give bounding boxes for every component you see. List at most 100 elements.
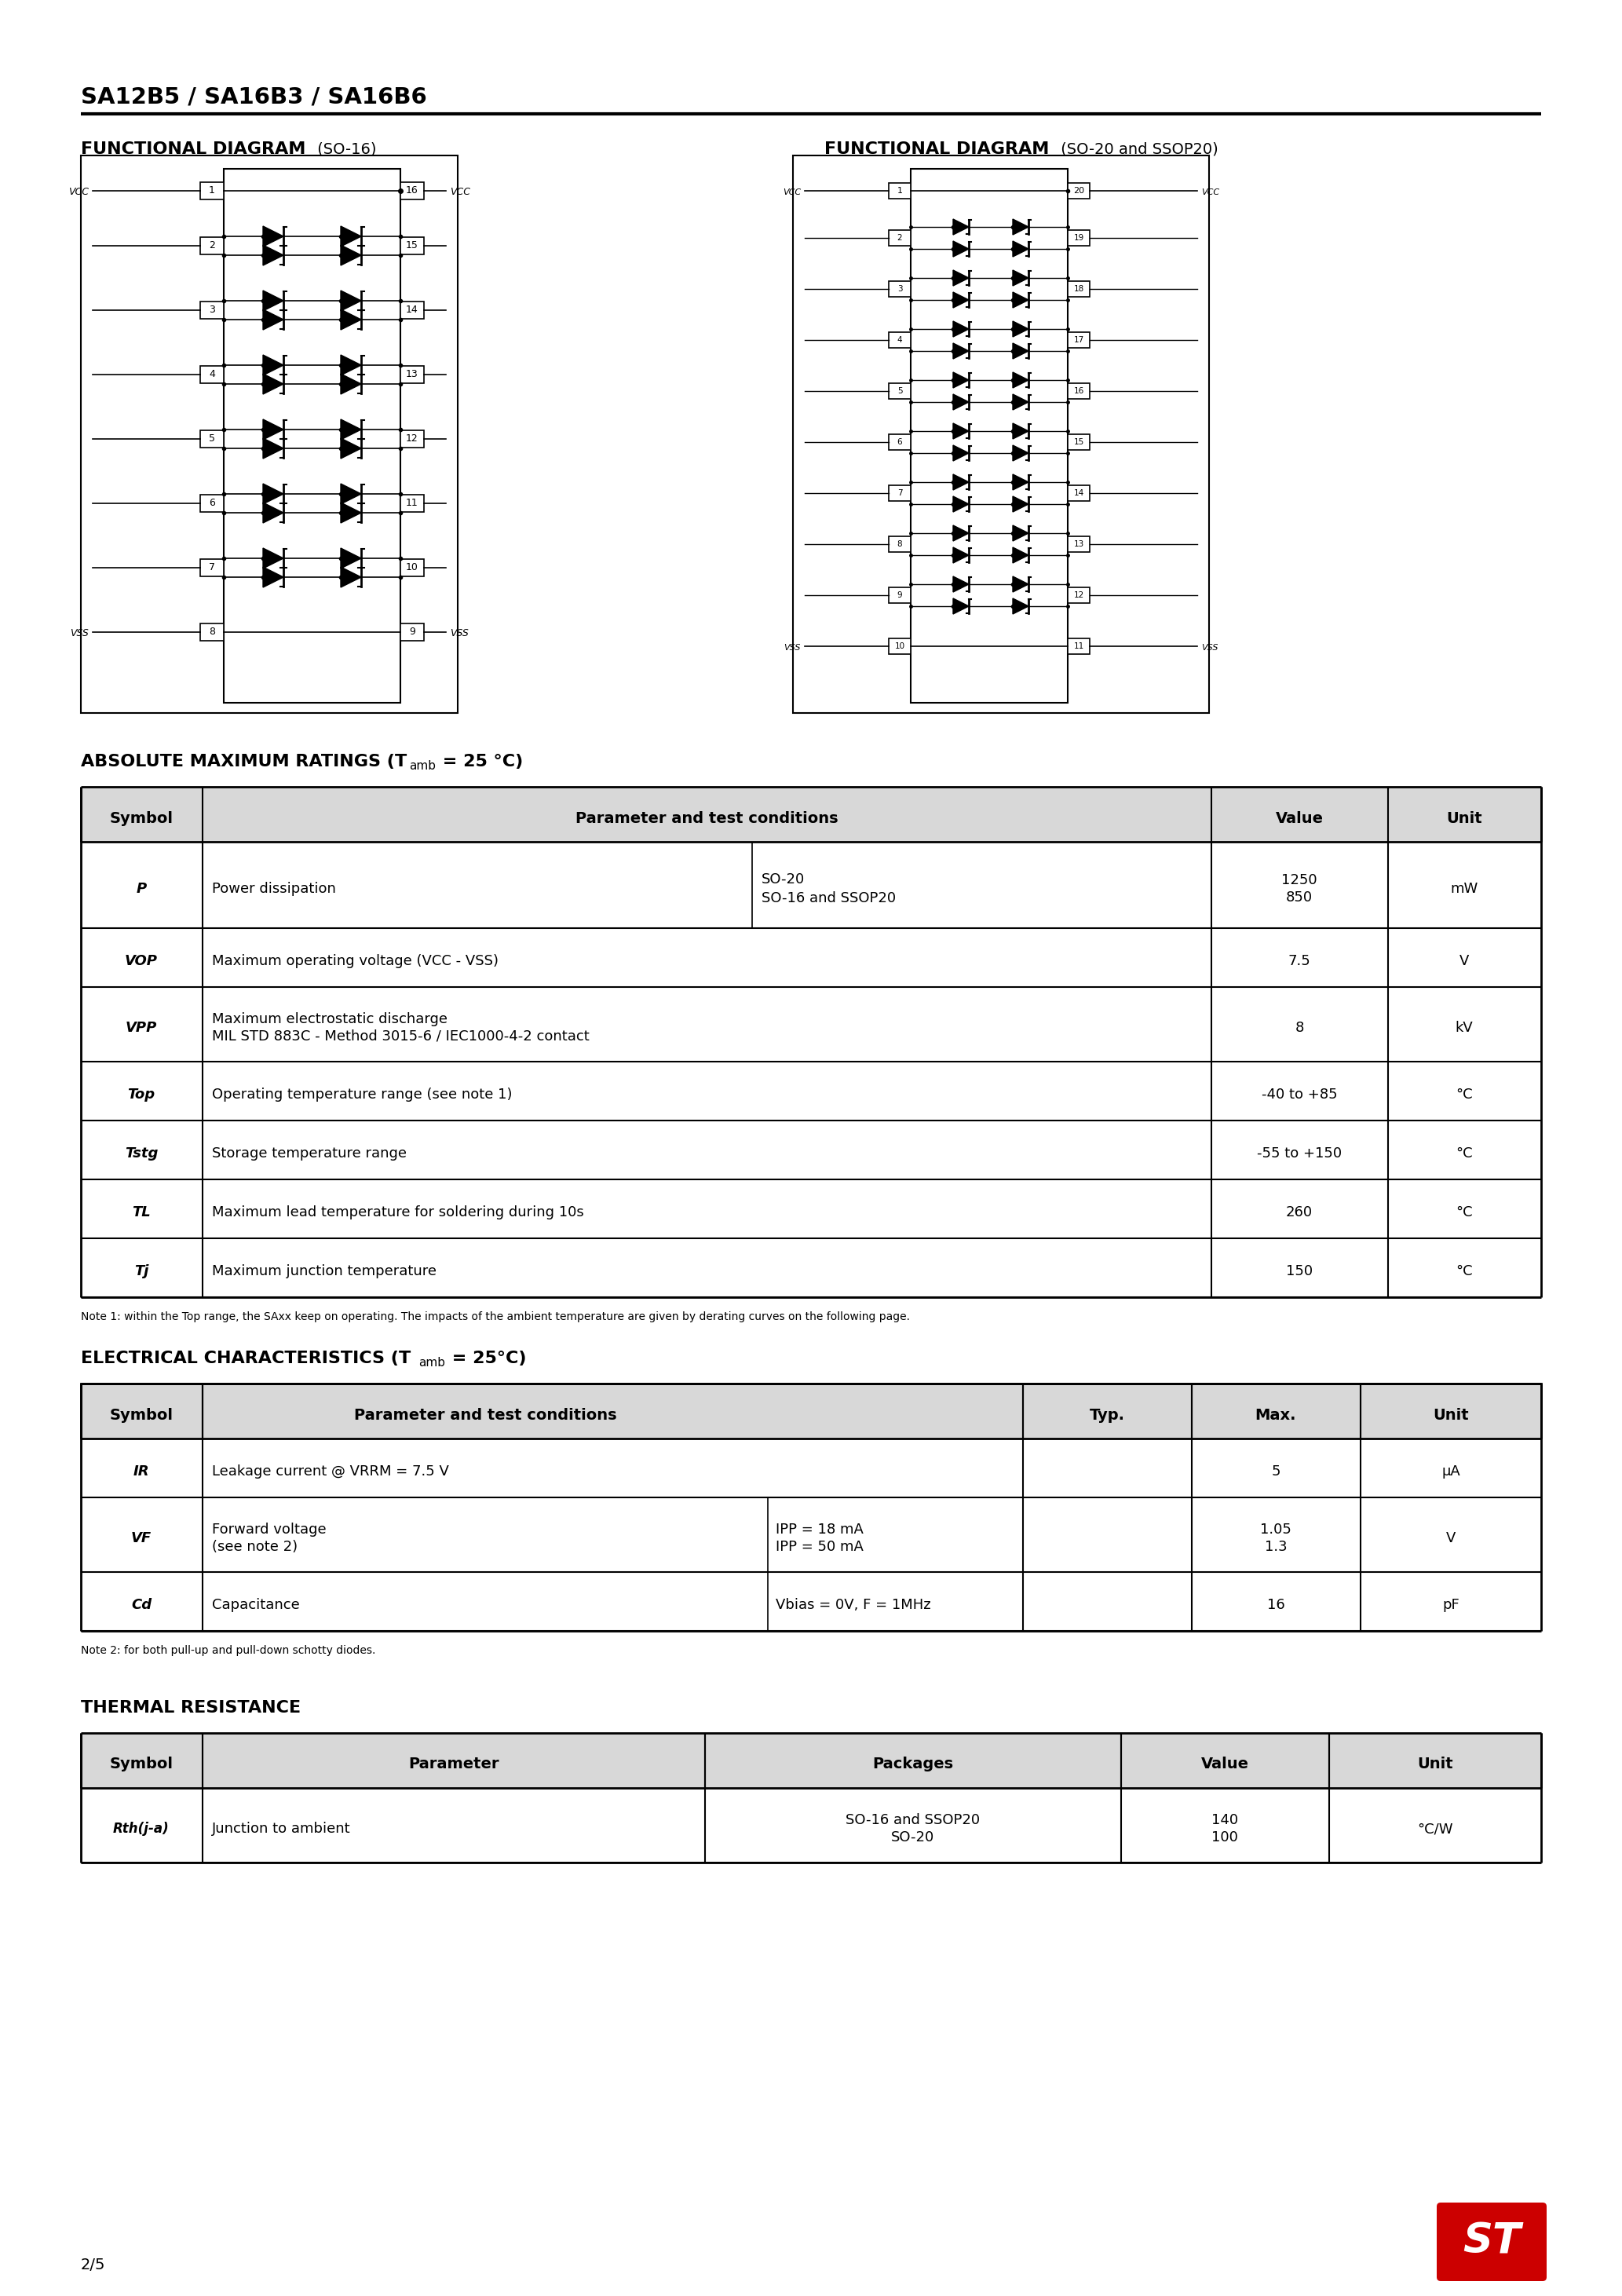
Polygon shape [954, 218, 968, 234]
Bar [889, 230, 910, 246]
Text: Cd: Cd [131, 1598, 151, 1612]
Bar [793, 156, 1208, 714]
Polygon shape [263, 310, 284, 331]
Text: 8: 8 [1294, 1022, 1304, 1035]
Bar [81, 156, 457, 714]
Polygon shape [954, 576, 968, 592]
Text: -55 to +150: -55 to +150 [1257, 1146, 1341, 1159]
Bar [401, 181, 423, 200]
Text: Tj: Tj [135, 1265, 149, 1279]
Polygon shape [341, 439, 362, 459]
Polygon shape [954, 321, 968, 338]
Bar [200, 181, 224, 200]
Text: 850: 850 [1286, 891, 1312, 905]
Polygon shape [263, 246, 284, 266]
Text: Note 1: within the Top range, the SAxx keep on operating. The impacts of the amb: Note 1: within the Top range, the SAxx k… [81, 1311, 910, 1322]
Text: 16: 16 [406, 186, 418, 195]
Bar [401, 365, 423, 383]
Text: Note 2: for both pull-up and pull-down schotty diodes.: Note 2: for both pull-up and pull-down s… [81, 1644, 376, 1655]
Text: 9: 9 [409, 627, 415, 638]
Text: 100: 100 [1212, 1830, 1238, 1844]
Text: 3: 3 [897, 285, 902, 294]
Polygon shape [1012, 475, 1028, 489]
Text: 16: 16 [1074, 388, 1083, 395]
Polygon shape [1012, 599, 1028, 613]
Bar [1067, 230, 1090, 246]
Polygon shape [954, 496, 968, 512]
Text: 1: 1 [209, 186, 216, 195]
Polygon shape [341, 549, 362, 569]
Text: 5: 5 [897, 388, 902, 395]
Text: (see note 2): (see note 2) [212, 1541, 298, 1554]
Text: SO-20: SO-20 [762, 872, 805, 886]
Text: Maximum electrostatic discharge: Maximum electrostatic discharge [212, 1013, 448, 1026]
Text: VOP: VOP [125, 955, 157, 969]
Text: Top: Top [128, 1088, 156, 1102]
Polygon shape [1012, 496, 1028, 512]
Bar [401, 301, 423, 319]
Text: °C: °C [1455, 1265, 1473, 1279]
Text: VSS: VSS [70, 629, 89, 638]
Text: P: P [136, 882, 146, 895]
Text: 150: 150 [1286, 1265, 1312, 1279]
Text: °C: °C [1455, 1146, 1473, 1159]
Text: Typ.: Typ. [1090, 1407, 1124, 1424]
Text: 14: 14 [1074, 489, 1083, 496]
Text: 6: 6 [897, 439, 902, 445]
Polygon shape [263, 356, 284, 374]
Text: (SO-16): (SO-16) [313, 142, 376, 156]
Polygon shape [1012, 372, 1028, 388]
Text: = 25 °C): = 25 °C) [436, 753, 522, 769]
Polygon shape [1012, 271, 1028, 285]
Text: mW: mW [1450, 882, 1478, 895]
Text: SO-16 and SSOP20: SO-16 and SSOP20 [847, 1814, 980, 1828]
Polygon shape [263, 503, 284, 523]
Text: VPP: VPP [125, 1022, 157, 1035]
Text: 1: 1 [897, 186, 902, 195]
Text: Junction to ambient: Junction to ambient [212, 1821, 350, 1837]
Polygon shape [954, 599, 968, 613]
Text: VCC: VCC [68, 188, 89, 197]
Bar [81, 1384, 1541, 1440]
Text: amb: amb [409, 760, 436, 771]
Text: 5: 5 [209, 434, 216, 443]
Text: 14: 14 [406, 305, 418, 315]
Text: Power dissipation: Power dissipation [212, 882, 336, 895]
Bar [1067, 638, 1090, 654]
Text: 7: 7 [209, 563, 216, 572]
Text: 11: 11 [1074, 643, 1083, 650]
Bar [1067, 484, 1090, 501]
Polygon shape [263, 549, 284, 569]
Polygon shape [954, 292, 968, 308]
Polygon shape [263, 420, 284, 441]
Text: Vbias = 0V, F = 1MHz: Vbias = 0V, F = 1MHz [775, 1598, 931, 1612]
Polygon shape [341, 356, 362, 374]
Bar [401, 494, 423, 512]
Text: 140: 140 [1212, 1814, 1238, 1828]
Text: SO-20: SO-20 [892, 1830, 934, 1844]
Text: Storage temperature range: Storage temperature range [212, 1146, 407, 1159]
Bar [401, 236, 423, 255]
Text: 1.05: 1.05 [1260, 1522, 1291, 1536]
Text: 10: 10 [406, 563, 418, 572]
Bar [1067, 537, 1090, 551]
Bar [200, 494, 224, 512]
Polygon shape [341, 292, 362, 310]
Polygon shape [954, 445, 968, 461]
Text: ST: ST [1463, 2223, 1521, 2262]
Text: Symbol: Symbol [110, 1756, 174, 1773]
Text: VSS: VSS [783, 643, 801, 652]
Text: THERMAL RESISTANCE: THERMAL RESISTANCE [81, 1699, 300, 1715]
Polygon shape [263, 567, 284, 588]
Text: Parameter and test conditions: Parameter and test conditions [576, 810, 839, 827]
Text: Maximum junction temperature: Maximum junction temperature [212, 1265, 436, 1279]
Polygon shape [341, 310, 362, 331]
Text: 260: 260 [1286, 1205, 1312, 1219]
Polygon shape [1012, 321, 1028, 338]
Text: °C: °C [1455, 1205, 1473, 1219]
Polygon shape [341, 484, 362, 505]
Text: 5: 5 [1272, 1465, 1280, 1479]
Text: VF: VF [131, 1531, 151, 1545]
Bar [401, 560, 423, 576]
Bar [200, 429, 224, 448]
